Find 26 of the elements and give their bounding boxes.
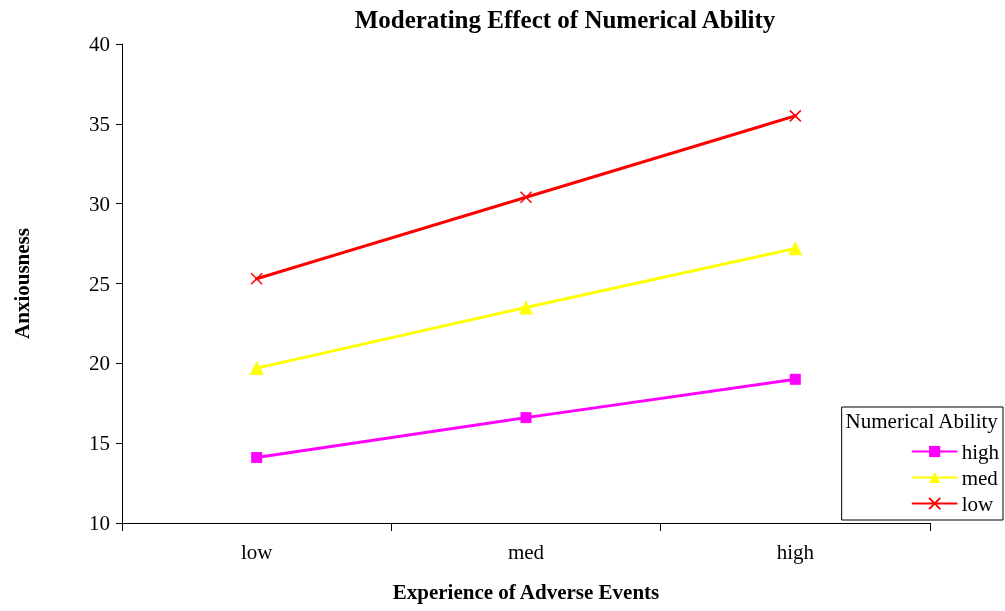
legend-title: Numerical Ability (845, 408, 999, 433)
point (789, 373, 801, 385)
legend-label: high (961, 439, 1000, 464)
point (520, 412, 532, 424)
x-tick-label: med (507, 539, 545, 564)
y-tick-label: 25 (89, 271, 110, 296)
point (789, 109, 802, 123)
y-tick-label: 40 (89, 32, 110, 56)
x-tick-label: low (240, 539, 274, 564)
y-tick-label: 10 (89, 511, 110, 535)
point (788, 241, 803, 256)
legend-label: med (961, 465, 999, 490)
point (519, 300, 533, 315)
point (249, 361, 264, 376)
y-tick-label: 35 (89, 111, 110, 136)
y-tick-label: 30 (89, 191, 110, 216)
point (519, 191, 533, 204)
y-axis-title: Anxiousness (9, 228, 34, 339)
point (251, 452, 263, 464)
point (250, 272, 263, 285)
y-tick-label: 15 (89, 431, 110, 456)
y-tick-label: 20 (89, 351, 110, 376)
x-tick-label: high (776, 539, 815, 564)
x-axis-title: Experience of Adverse Events (392, 579, 660, 604)
chart-title: Moderating Effect of Numerical Ability (354, 6, 776, 33)
legend-label: low (961, 491, 994, 516)
